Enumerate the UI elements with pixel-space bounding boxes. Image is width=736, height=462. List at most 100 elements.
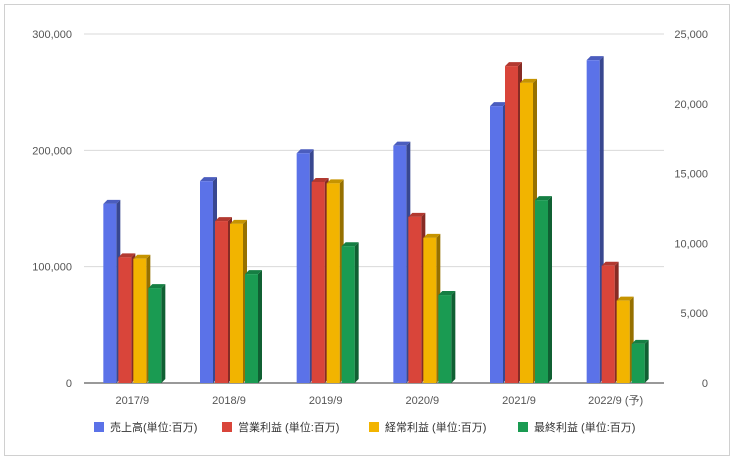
bar-front [490, 106, 503, 384]
bar [311, 177, 329, 383]
bar-top [148, 284, 166, 289]
bar-side [451, 291, 456, 383]
bar [200, 177, 217, 383]
bar-front [341, 246, 355, 383]
bar-front [631, 343, 645, 383]
bar [133, 254, 151, 383]
bar-top [535, 196, 552, 201]
bar-front [230, 223, 243, 383]
x-axis-ticks: 2017/9 2018/9 2019/9 2020/9 2021/9 2022/9 (予) [116, 394, 644, 407]
bar-top [103, 199, 121, 204]
right-tick-label: 10,000 [674, 238, 708, 250]
right-axis-ticks: 0 5,000 10,000 15,000 20,000 25,000 [674, 29, 708, 390]
bar-top [326, 179, 344, 184]
legend-label: 営業利益 (単位:百万) [238, 420, 339, 434]
bar-front [520, 82, 533, 384]
bar [118, 253, 136, 383]
legend-item: 経常利益 (単位:百万) [369, 420, 486, 434]
bar [215, 217, 232, 383]
right-tick-label: 25,000 [674, 29, 708, 41]
bar-front [326, 183, 340, 383]
bar-top [423, 233, 441, 238]
bar-top [616, 296, 634, 301]
bar-front [148, 288, 162, 383]
legend-item: 最終利益 (単位:百万) [518, 420, 635, 434]
legend-item: 売上高(単位:百万) [94, 420, 197, 434]
bar-side [258, 270, 262, 383]
bar [616, 296, 634, 383]
bar-front [535, 200, 548, 383]
bar [586, 56, 604, 384]
legend-swatch [222, 422, 232, 432]
bar-top [133, 254, 151, 259]
bar-front [393, 145, 407, 383]
bar-top [341, 242, 359, 247]
x-tick-label: 2019/9 [309, 395, 343, 407]
right-tick-label: 0 [702, 378, 708, 390]
bar-front [103, 203, 117, 383]
right-tick-label: 15,000 [674, 169, 708, 181]
bar-top [586, 56, 604, 61]
bar [631, 339, 649, 383]
bar-front [505, 66, 518, 383]
right-tick-label: 5,000 [680, 308, 708, 320]
bar [245, 270, 262, 383]
legend-label: 経常利益 (単位:百万) [385, 420, 486, 434]
bar-top [215, 217, 232, 222]
bar [230, 219, 247, 383]
bar-top [631, 339, 649, 344]
bar [490, 102, 507, 384]
left-tick-label: 100,000 [32, 262, 72, 274]
gridlines [84, 33, 664, 384]
bar [438, 291, 456, 383]
bar-side [644, 339, 649, 383]
bar [408, 212, 426, 383]
bar-front [438, 295, 452, 383]
bar-front [200, 181, 213, 383]
bar-top [118, 253, 136, 258]
bar [505, 62, 522, 383]
bar-top [296, 149, 314, 154]
x-tick-label: 2022/9 (予) [588, 394, 643, 407]
bar-top [601, 261, 619, 266]
bar-top [505, 62, 522, 67]
bar-front [296, 153, 310, 383]
legend: 売上高(単位:百万) 営業利益 (単位:百万) 経常利益 (単位:百万) 最終利益 (… [94, 420, 635, 434]
bar [535, 196, 552, 383]
bar-top [490, 102, 507, 107]
left-tick-label: 0 [66, 378, 72, 390]
legend-swatch [518, 422, 528, 432]
bar-top [245, 270, 262, 275]
bar [296, 149, 314, 383]
bar-front [423, 237, 437, 383]
bar-front [601, 265, 615, 383]
bar [393, 141, 411, 383]
x-tick-label: 2021/9 [502, 395, 536, 407]
bar-top [520, 78, 537, 83]
legend-label: 売上高(単位:百万) [110, 420, 197, 434]
left-tick-label: 300,000 [32, 29, 72, 41]
bar-front [118, 257, 132, 383]
bar-front [586, 60, 600, 384]
x-tick-label: 2018/9 [212, 395, 246, 407]
right-tick-label: 20,000 [674, 99, 708, 111]
bar [148, 284, 166, 383]
x-tick-label: 2017/9 [116, 395, 150, 407]
bar-side [548, 196, 552, 383]
bar-front [133, 258, 147, 383]
bar-side [161, 284, 166, 383]
bar [423, 233, 441, 383]
bar-top [438, 291, 456, 296]
legend-swatch [94, 422, 104, 432]
legend-swatch [369, 422, 379, 432]
legend-item: 営業利益 (単位:百万) [222, 420, 339, 434]
bar-front [215, 221, 228, 383]
bar-top [311, 177, 329, 182]
bar [103, 199, 121, 383]
bar-front [311, 181, 325, 383]
bar [601, 261, 619, 383]
bar-front [408, 216, 422, 383]
bar-series [103, 56, 649, 384]
bar-front [245, 274, 258, 383]
